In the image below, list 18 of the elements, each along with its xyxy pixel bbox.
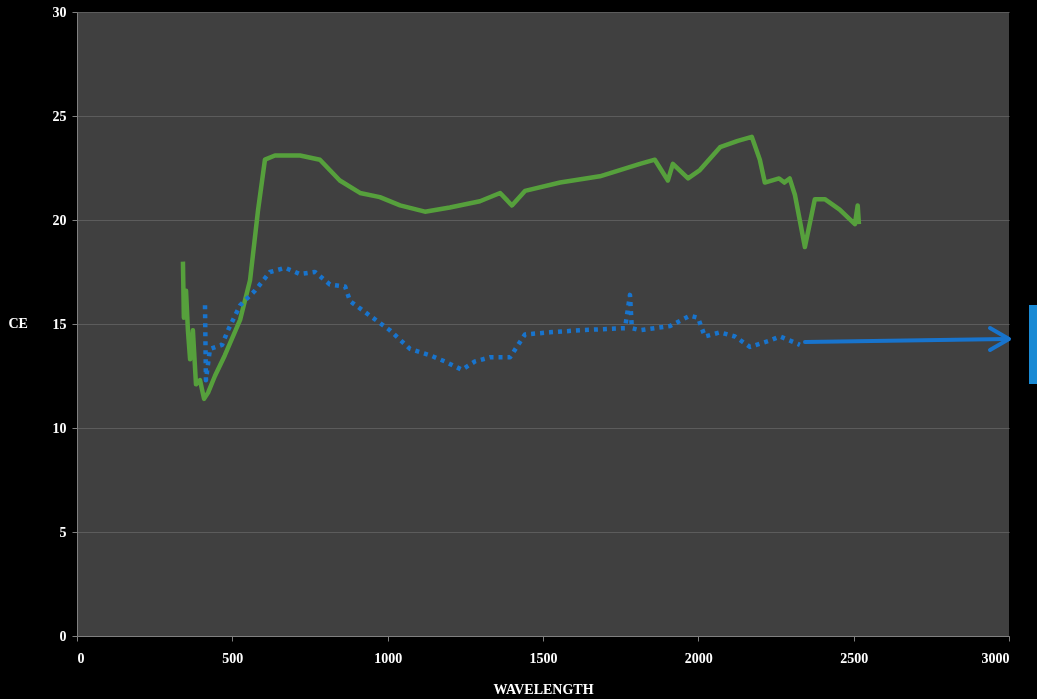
line-series (180, 134, 862, 402)
y-tick-label: 5 (59, 524, 67, 540)
y-tick-label: 10 (52, 420, 67, 436)
x-tick-label: 2500 (840, 650, 869, 666)
y-tick-label: 25 (52, 108, 67, 124)
y-tick-label: 20 (52, 212, 67, 228)
y-tick-label: 0 (59, 628, 67, 644)
x-tick-label: 0 (77, 650, 85, 666)
y-axis-title: CE (8, 315, 28, 331)
x-tick-label: 1500 (529, 650, 558, 666)
y-tick-label: 15 (52, 316, 67, 332)
x-tick-label: 2000 (684, 650, 713, 666)
x-tick-label: 500 (222, 650, 244, 666)
line-series (202, 265, 803, 383)
x-tick-label: 1000 (374, 650, 403, 666)
x-tick-label: 3000 (981, 650, 1010, 666)
y-tick-label: 30 (52, 4, 67, 20)
x-axis-title: WAVELENGTH (493, 681, 594, 697)
